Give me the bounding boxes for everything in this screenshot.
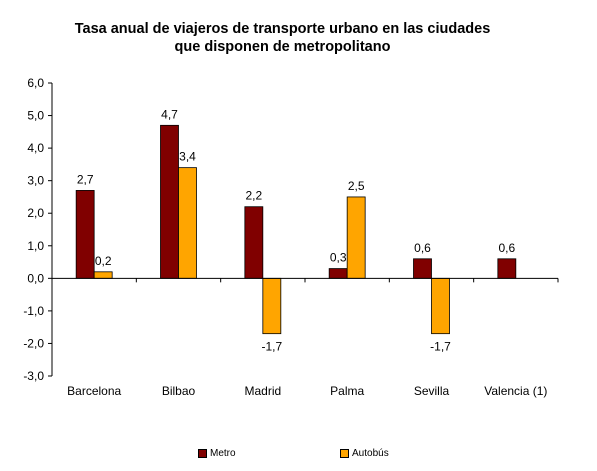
- data-label-autobus: -1,7: [261, 340, 282, 354]
- data-label-autobus: 2,5: [348, 179, 365, 193]
- x-category-label: Palma: [330, 384, 364, 398]
- bar-metro: [413, 258, 432, 279]
- bar-metro: [328, 268, 348, 279]
- data-label-metro: 0,6: [414, 241, 431, 255]
- bar-autobus: [262, 277, 282, 335]
- y-tick-label: 2,0: [27, 206, 44, 220]
- data-label-metro: 2,7: [77, 172, 94, 186]
- x-category-label: Sevilla: [414, 384, 450, 398]
- data-label-autobus: 3,4: [179, 150, 196, 164]
- legend-item-metro: Metro: [198, 448, 236, 459]
- y-tick-label: 4,0: [27, 141, 44, 155]
- chart-title-line-2: que disponen de metropolitano: [174, 39, 391, 55]
- legend-label-metro: Metro: [210, 448, 236, 459]
- bar-autobus: [431, 277, 450, 335]
- bar-autobus: [346, 196, 366, 279]
- x-category-label: Valencia (1): [484, 384, 547, 398]
- chart-title-line-1: Tasa anual de viajeros de transporte urb…: [74, 21, 491, 37]
- chart-title: Tasa anual de viajeros de transporte urb…: [0, 20, 565, 56]
- data-label-metro: 0,6: [498, 241, 515, 255]
- y-tick-label: 0,0: [27, 271, 44, 285]
- y-tick-label: 5,0: [27, 109, 44, 123]
- y-tick-label: -1,0: [23, 304, 44, 318]
- y-tick-label: -3,0: [23, 369, 44, 383]
- data-label-metro: 4,7: [161, 107, 178, 121]
- x-category-label: Barcelona: [67, 384, 121, 398]
- data-label-autobus: -1,7: [430, 340, 451, 354]
- y-tick-label: 3,0: [27, 174, 44, 188]
- x-category-label: Madrid: [244, 384, 281, 398]
- y-tick-label: -2,0: [23, 336, 44, 350]
- data-label-autobus: 0,2: [95, 254, 112, 268]
- legend-swatch-metro: [198, 449, 207, 458]
- bar-metro: [244, 206, 264, 279]
- legend-item-autobus: Autobús: [340, 448, 389, 459]
- legend-swatch-autobus: [340, 449, 349, 458]
- bar-metro: [497, 258, 517, 279]
- data-label-metro: 2,2: [245, 189, 262, 203]
- x-category-label: Bilbao: [162, 384, 196, 398]
- y-tick-label: 6,0: [27, 76, 44, 90]
- bar-metro: [75, 190, 95, 279]
- data-label-metro: 0,3: [330, 251, 347, 265]
- bar-metro: [160, 124, 179, 279]
- bar-autobus: [93, 271, 113, 279]
- bar-autobus: [178, 167, 197, 279]
- legend-label-autobus: Autobús: [352, 448, 389, 459]
- y-tick-label: 1,0: [27, 239, 44, 253]
